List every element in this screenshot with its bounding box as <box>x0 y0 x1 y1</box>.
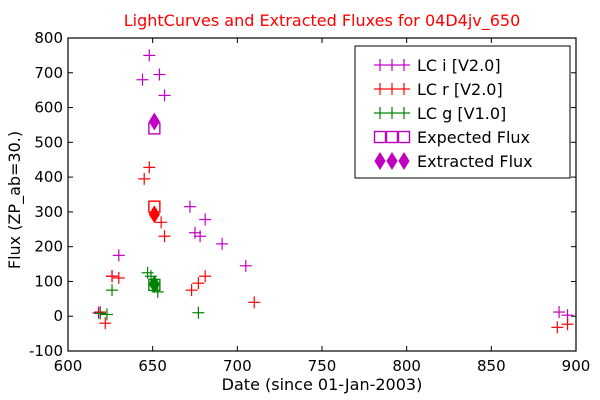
legend-marker <box>386 59 398 71</box>
legend: LC i [V2.0] LC r [V2.0] LC g [V1.0] Expecte… <box>354 45 571 179</box>
data-marks <box>92 49 574 334</box>
data-point <box>194 230 207 243</box>
series-lc-i-v2-0 <box>92 49 574 322</box>
legend-label: LC i [V2.0] <box>417 56 501 75</box>
y-tick-label: 100 <box>34 272 63 290</box>
x-tick-label: 650 <box>138 357 167 375</box>
data-point <box>216 237 229 250</box>
legend-label: Extracted Flux <box>417 152 533 171</box>
data-point <box>158 89 171 102</box>
series-lc-r-v2-0 <box>94 161 574 334</box>
data-point <box>112 249 125 262</box>
legend-marker <box>385 130 399 144</box>
x-tick-label: 900 <box>562 357 591 375</box>
data-point <box>106 270 119 283</box>
legend-marker <box>374 107 386 119</box>
y-tick-label: -100 <box>29 342 63 360</box>
data-point <box>239 259 252 272</box>
data-point <box>185 284 198 297</box>
legend-marker <box>386 83 398 95</box>
data-point <box>183 200 196 213</box>
data-point <box>92 306 105 319</box>
data-point <box>148 275 160 294</box>
data-point <box>106 284 119 297</box>
legend-entry: LC i [V2.0] <box>374 56 501 75</box>
data-point <box>100 308 113 321</box>
legend-marker <box>386 152 398 170</box>
chart-title: LightCurves and Extracted Fluxes for 04D… <box>124 11 521 31</box>
y-tick-label: 600 <box>34 99 63 117</box>
data-point <box>155 216 168 229</box>
legend-label: LC g [V1.0] <box>417 104 506 123</box>
legend-marker <box>398 83 410 95</box>
data-point <box>561 318 574 331</box>
data-point <box>158 230 171 243</box>
data-point <box>138 172 151 185</box>
data-point <box>199 270 212 283</box>
y-tick-label: 700 <box>34 64 63 82</box>
y-tick-label: 300 <box>34 203 63 221</box>
data-point <box>99 317 112 330</box>
legend-marker <box>397 130 411 144</box>
legend-marker <box>374 152 386 170</box>
legend-entry: LC r [V2.0] <box>374 80 503 99</box>
data-point <box>553 306 566 319</box>
legend-marker <box>374 59 386 71</box>
plot-area-frame <box>67 37 577 352</box>
data-point <box>148 112 160 131</box>
data-point <box>153 68 166 81</box>
y-tick-label: 0 <box>53 307 63 325</box>
legend-marker <box>398 152 410 170</box>
data-point <box>192 277 205 290</box>
y-tick-label: 800 <box>34 29 63 47</box>
data-point <box>143 161 156 174</box>
legend-marker <box>398 107 410 119</box>
legend-label: Expected Flux <box>417 128 530 147</box>
x-tick-label: 750 <box>308 357 337 375</box>
legend-marker <box>386 107 398 119</box>
legend-entry: Expected Flux <box>373 128 530 147</box>
series-lc-g-v1-0 <box>94 266 205 321</box>
legend-entry: LC g [V1.0] <box>374 104 506 123</box>
data-point <box>248 296 261 309</box>
data-point <box>144 270 157 283</box>
series-extracted-flux <box>148 112 160 294</box>
data-point <box>551 321 564 334</box>
x-tick-label: 800 <box>392 357 421 375</box>
data-point <box>112 271 125 284</box>
y-axis-label: Flux (ZP_ab=30.) <box>5 131 25 269</box>
data-point <box>148 205 160 224</box>
x-tick-label: 700 <box>223 357 252 375</box>
data-point <box>136 73 149 86</box>
axis-ticks: 600 650 700 750 800 850 900 -100 0 100 200 300 400 50… <box>29 29 590 375</box>
data-point <box>199 213 212 226</box>
legend-label: LC r [V2.0] <box>417 80 503 99</box>
x-axis-label: Date (since 01-Jan-2003) <box>222 375 423 394</box>
x-tick-label: 600 <box>54 357 83 375</box>
y-tick-label: 200 <box>34 238 63 256</box>
data-point <box>94 307 107 320</box>
y-tick-label: 500 <box>34 133 63 151</box>
y-tick-label: 400 <box>34 168 63 186</box>
x-tick-label: 850 <box>477 357 506 375</box>
legend-marker <box>398 59 410 71</box>
data-point <box>143 49 156 62</box>
data-point <box>192 306 205 319</box>
legend-entry: Extracted Flux <box>374 152 533 171</box>
legend-marker <box>374 83 386 95</box>
legend-marker <box>373 130 387 144</box>
